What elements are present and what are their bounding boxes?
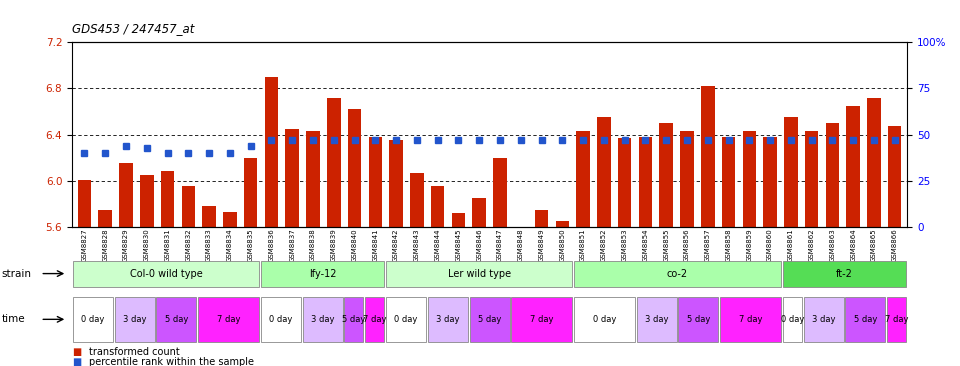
Bar	[742, 131, 756, 227]
Bar	[469, 297, 510, 341]
Bar	[887, 297, 906, 341]
Bar	[348, 109, 361, 227]
Text: 5 day: 5 day	[342, 315, 366, 324]
Bar	[198, 297, 259, 341]
Bar	[390, 140, 403, 227]
Bar	[452, 213, 466, 227]
Bar	[636, 297, 677, 341]
Bar	[73, 297, 113, 341]
Text: GDS453 / 247457_at: GDS453 / 247457_at	[72, 22, 194, 35]
Text: 3 day: 3 day	[812, 315, 835, 324]
Bar	[428, 297, 468, 341]
Bar	[535, 210, 548, 227]
Bar	[681, 131, 694, 227]
Text: Col-0 wild type: Col-0 wild type	[130, 269, 203, 279]
Text: 5 day: 5 day	[686, 315, 710, 324]
Bar	[140, 175, 154, 227]
Bar	[223, 212, 237, 227]
Bar	[365, 297, 384, 341]
Bar	[867, 97, 880, 227]
Bar	[638, 137, 652, 227]
Bar	[679, 297, 718, 341]
Text: 3 day: 3 day	[436, 315, 460, 324]
Text: ■: ■	[72, 356, 82, 366]
Text: 7 day: 7 day	[739, 315, 762, 324]
Bar	[306, 131, 320, 227]
Text: ft-2: ft-2	[836, 269, 853, 279]
Bar	[660, 123, 673, 227]
Text: 0 day: 0 day	[780, 315, 804, 324]
Text: Ler wild type: Ler wild type	[447, 269, 511, 279]
Bar	[888, 126, 901, 227]
Bar	[556, 221, 569, 227]
Bar	[156, 297, 197, 341]
Bar	[576, 131, 589, 227]
Bar	[472, 198, 486, 227]
Bar	[181, 187, 195, 227]
Bar	[574, 297, 635, 341]
Text: 7 day: 7 day	[217, 315, 240, 324]
Bar	[244, 158, 257, 227]
Text: 0 day: 0 day	[592, 315, 616, 324]
Bar	[203, 206, 216, 227]
Bar	[78, 180, 91, 227]
Bar	[782, 297, 802, 341]
Text: time: time	[2, 314, 26, 324]
Text: co-2: co-2	[667, 269, 688, 279]
Text: 3 day: 3 day	[123, 315, 146, 324]
Bar	[763, 137, 777, 227]
Bar	[345, 297, 364, 341]
Text: 3 day: 3 day	[645, 315, 668, 324]
Bar	[285, 129, 299, 227]
Text: 0 day: 0 day	[395, 315, 418, 324]
Bar	[119, 163, 132, 227]
Text: 5 day: 5 day	[478, 315, 501, 324]
Bar	[431, 187, 444, 227]
Bar	[784, 117, 798, 227]
Bar	[701, 86, 714, 227]
Bar	[265, 77, 278, 227]
Bar	[410, 173, 423, 227]
Bar	[161, 171, 175, 227]
Bar	[847, 106, 860, 227]
Bar	[327, 97, 341, 227]
Bar	[826, 123, 839, 227]
Text: 7 day: 7 day	[363, 315, 387, 324]
Bar	[386, 261, 572, 287]
Text: lfy-12: lfy-12	[309, 269, 336, 279]
Bar	[369, 137, 382, 227]
Bar	[618, 138, 632, 227]
Bar	[114, 297, 155, 341]
Bar	[722, 137, 735, 227]
Text: 0 day: 0 day	[82, 315, 105, 324]
Bar	[261, 261, 384, 287]
Bar	[302, 297, 343, 341]
Bar	[493, 158, 507, 227]
Bar	[99, 210, 112, 227]
Bar	[386, 297, 426, 341]
Text: transformed count: transformed count	[89, 347, 180, 357]
Bar	[514, 227, 527, 233]
Text: 0 day: 0 day	[269, 315, 293, 324]
Bar	[783, 261, 906, 287]
Bar	[846, 297, 885, 341]
Bar	[261, 297, 300, 341]
Bar	[804, 297, 844, 341]
Bar	[597, 117, 611, 227]
Bar	[574, 261, 780, 287]
Text: percentile rank within the sample: percentile rank within the sample	[89, 356, 254, 366]
Text: 7 day: 7 day	[530, 315, 554, 324]
Text: 3 day: 3 day	[311, 315, 334, 324]
Bar	[804, 131, 818, 227]
Bar	[73, 261, 259, 287]
Text: ■: ■	[72, 347, 82, 357]
Text: strain: strain	[2, 269, 32, 279]
Text: 5 day: 5 day	[853, 315, 877, 324]
Text: 7 day: 7 day	[885, 315, 908, 324]
Text: 5 day: 5 day	[165, 315, 188, 324]
Bar	[720, 297, 781, 341]
Bar	[512, 297, 572, 341]
